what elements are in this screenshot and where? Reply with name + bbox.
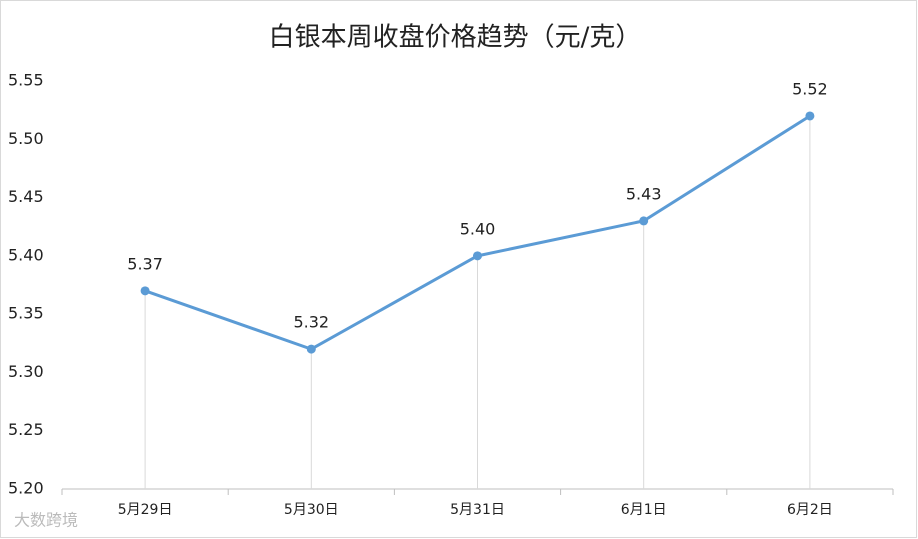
data-label: 5.52 (792, 79, 828, 98)
data-label: 5.32 (293, 313, 329, 332)
watermark: 大数跨境 (14, 511, 78, 530)
data-point (140, 286, 150, 296)
y-tick-label: 5.25 (8, 420, 44, 439)
x-tick-label: 5月29日 (118, 502, 173, 518)
y-tick-label: 5.30 (8, 362, 44, 381)
data-label: 5.37 (127, 254, 163, 273)
data-point (473, 251, 482, 261)
data-point (639, 216, 649, 226)
x-tick-label: 6月1日 (621, 502, 667, 518)
y-tick-label: 5.45 (8, 187, 44, 206)
y-tick-label: 5.35 (8, 304, 44, 323)
y-tick-label: 5.50 (8, 129, 44, 148)
y-tick-label: 5.40 (8, 245, 44, 264)
data-label: 5.43 (626, 184, 662, 203)
x-tick-label: 5月31日 (450, 502, 505, 518)
data-point (805, 111, 815, 121)
x-tick-label: 5月30日 (284, 502, 339, 518)
y-tick-label: 5.20 (8, 479, 44, 498)
x-tick-label: 6月2日 (787, 502, 833, 518)
chart-title: 白银本周收盘价格趋势（元/克） (269, 23, 642, 53)
data-point (306, 344, 316, 354)
data-label: 5.40 (460, 219, 496, 238)
y-tick-label: 5.55 (8, 71, 44, 90)
